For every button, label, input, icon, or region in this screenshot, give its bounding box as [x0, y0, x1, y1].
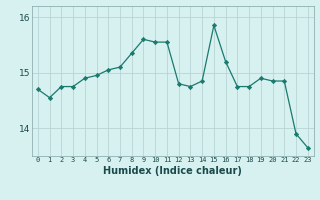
- X-axis label: Humidex (Indice chaleur): Humidex (Indice chaleur): [103, 166, 242, 176]
